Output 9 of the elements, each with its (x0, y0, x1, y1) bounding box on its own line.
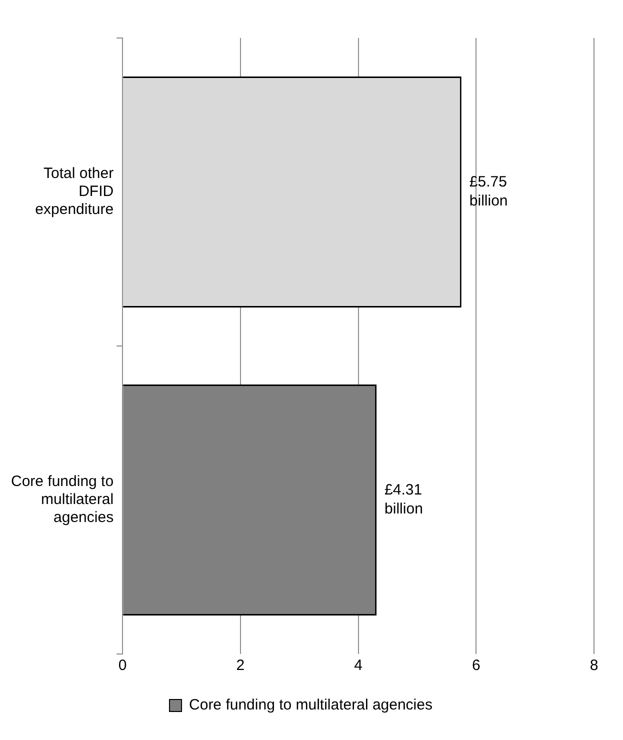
x-tick-label: 6 (472, 657, 480, 674)
x-tick-label: 8 (590, 657, 598, 674)
y-tick-label: Total other DFID expenditure (35, 165, 114, 218)
x-tick-label: 4 (354, 657, 362, 674)
legend-label: Core funding to multilateral agencies (189, 696, 432, 714)
data-label: £5.75 billion (469, 174, 508, 210)
data-label: £4.31 billion (384, 482, 423, 518)
x-tick-label: 0 (118, 657, 127, 674)
x-tick-label: 2 (236, 657, 245, 674)
